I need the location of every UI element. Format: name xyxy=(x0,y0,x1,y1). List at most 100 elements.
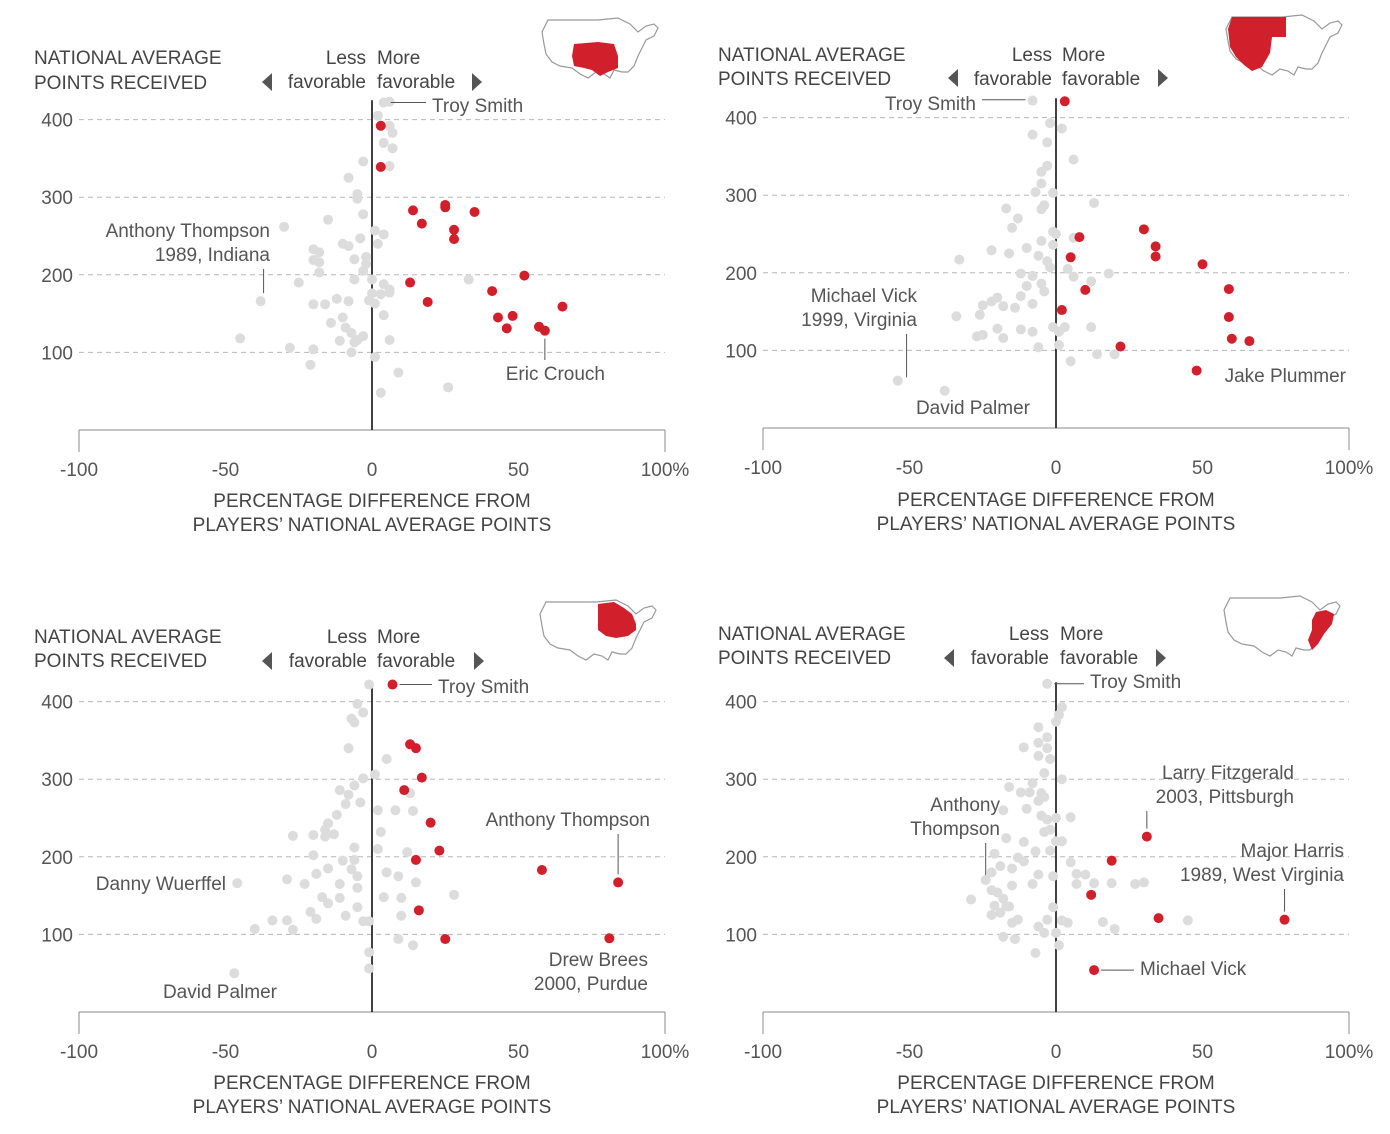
y-tick-label: 200 xyxy=(725,848,757,869)
data-point-highlight xyxy=(1056,305,1067,316)
data-point xyxy=(349,274,360,285)
data-point xyxy=(1001,833,1012,844)
data-point xyxy=(1062,263,1073,274)
data-point xyxy=(408,806,419,817)
annotation-label: Major Harris xyxy=(1241,841,1344,862)
data-point xyxy=(1024,787,1035,798)
data-point xyxy=(334,878,345,889)
data-point xyxy=(1036,235,1047,246)
x-tick-label: -50 xyxy=(212,460,239,481)
data-point xyxy=(361,251,372,262)
data-point-highlight xyxy=(1197,259,1208,270)
data-point xyxy=(1021,280,1032,291)
data-point xyxy=(1080,869,1091,880)
data-point-highlight xyxy=(1141,831,1152,842)
data-point xyxy=(1053,940,1064,951)
data-point xyxy=(992,323,1003,334)
y-tick-label: 300 xyxy=(41,770,73,791)
data-point xyxy=(1059,322,1070,333)
x-tick-label: -100 xyxy=(60,1042,98,1063)
data-point xyxy=(352,882,363,893)
y-tick-label: 300 xyxy=(725,770,757,791)
right-arrow-icon xyxy=(474,652,484,670)
data-point xyxy=(352,698,363,709)
data-point-highlight xyxy=(375,120,386,131)
data-point xyxy=(305,359,316,370)
data-point-highlight xyxy=(536,864,547,875)
y-tick-label: 100 xyxy=(725,925,757,946)
x-tick-label: 100% xyxy=(641,1042,690,1063)
data-point xyxy=(1051,229,1061,239)
data-point xyxy=(966,894,977,905)
y-axis-title-line2: POINTS RECEIVED xyxy=(34,651,207,672)
data-point xyxy=(328,829,339,840)
data-point xyxy=(352,871,363,882)
x-tick-label: 0 xyxy=(367,1042,378,1063)
data-point xyxy=(323,898,334,909)
data-point xyxy=(1030,948,1041,959)
more-label-line2: favorable xyxy=(1062,69,1140,90)
data-point xyxy=(255,296,266,307)
data-point xyxy=(1015,324,1026,335)
data-point-highlight xyxy=(422,296,433,307)
less-label-line1: Less xyxy=(1009,624,1049,645)
data-point xyxy=(986,245,997,256)
annotation-label: Michael Vick xyxy=(1140,959,1247,980)
data-point-highlight xyxy=(604,933,615,944)
y-tick-label: 100 xyxy=(41,925,73,946)
data-point xyxy=(989,900,1000,911)
data-point xyxy=(1007,222,1018,233)
y-tick-label: 400 xyxy=(725,109,757,130)
plot-area: 100 200 300 400 -100 -50 0 50 100% Troy Smith Anth… xyxy=(41,96,689,481)
x-tick-label: 100% xyxy=(1325,458,1374,479)
data-point xyxy=(1030,846,1041,857)
data-point-highlight xyxy=(1150,241,1161,252)
less-label-line2: favorable xyxy=(288,72,366,93)
data-point xyxy=(1138,877,1149,888)
data-point xyxy=(1001,901,1012,912)
data-point xyxy=(1027,878,1038,889)
y-tick-label: 400 xyxy=(725,693,757,714)
left-arrow-icon xyxy=(262,652,272,670)
data-point-highlight xyxy=(1089,965,1100,976)
more-label-line1: More xyxy=(377,627,420,648)
right-arrow-icon xyxy=(472,73,482,91)
data-point xyxy=(396,892,407,903)
more-label-line2: favorable xyxy=(377,651,455,672)
data-point xyxy=(249,923,260,934)
left-arrow-icon xyxy=(944,649,954,667)
annotation-label: 1989, West Virginia xyxy=(1180,865,1344,886)
data-point xyxy=(384,334,395,345)
data-point xyxy=(1042,732,1053,743)
data-point xyxy=(355,797,366,808)
data-point xyxy=(1092,349,1103,360)
data-point-highlight xyxy=(410,743,421,754)
data-point xyxy=(381,754,392,765)
right-arrow-icon xyxy=(1156,649,1166,667)
data-point xyxy=(1065,356,1076,367)
plot-area: 100 200 300 400 -100 -50 0 50 100% Troy Smith Larr… xyxy=(725,672,1373,1063)
data-point xyxy=(369,352,380,363)
data-point-highlight xyxy=(1080,284,1091,295)
data-point xyxy=(384,96,395,107)
x-tick-label: 50 xyxy=(1192,1042,1213,1063)
data-point xyxy=(346,347,357,358)
data-point xyxy=(1033,722,1044,733)
data-point xyxy=(1045,845,1056,856)
data-point xyxy=(308,255,319,266)
data-point xyxy=(287,830,298,841)
data-point xyxy=(340,910,351,921)
data-point xyxy=(393,871,404,882)
data-point xyxy=(1071,878,1082,889)
data-point xyxy=(449,889,460,900)
data-point xyxy=(1004,248,1015,259)
data-point-highlight xyxy=(1244,336,1255,347)
y-tick-label: 100 xyxy=(41,343,73,364)
data-point-highlight xyxy=(1226,333,1237,344)
data-point xyxy=(375,826,386,837)
x-axis-title-line1: PERCENTAGE DIFFERENCE FROM xyxy=(897,490,1214,511)
data-point xyxy=(358,265,369,276)
data-point xyxy=(1030,187,1041,198)
data-point-highlight xyxy=(413,905,424,916)
